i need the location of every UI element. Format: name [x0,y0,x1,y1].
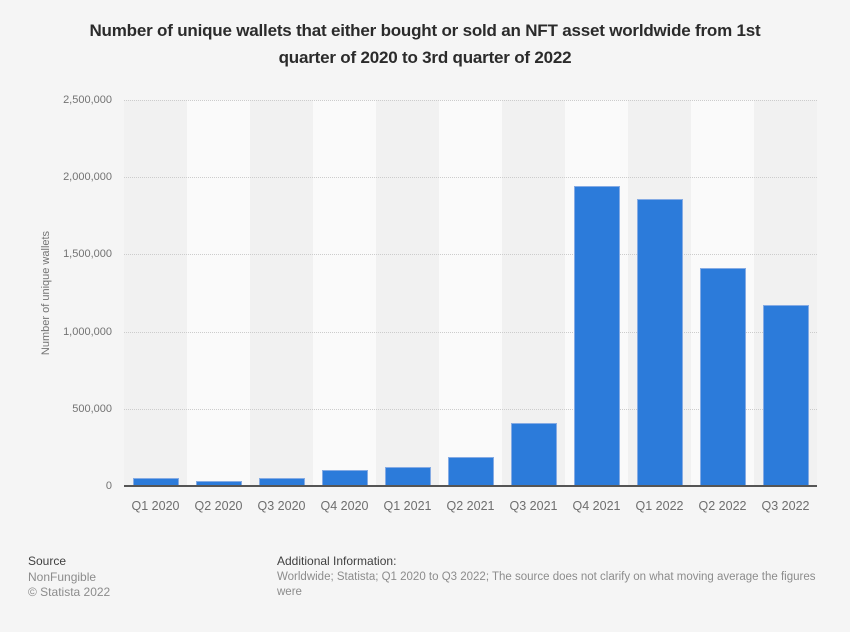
x-axis-label: Q1 2020 [131,499,180,513]
y-axis-tick-label: 500,000 [72,402,112,415]
plot-column-band [502,100,565,486]
source-label: Source [28,554,67,568]
chart-title-line-1: Number of unique wallets that either bou… [89,21,761,40]
gridline [124,177,817,179]
bar-q2-2021 [447,457,494,486]
source-block: Source NonFungible © Statista 2022 [28,554,110,599]
additional-info-block: Additional Information: Worldwide; Stati… [277,554,822,599]
additional-info-label: Additional Information: [277,554,397,568]
bar-q1-2021 [384,467,431,486]
bar-q3-2020 [258,478,305,486]
bar-q4-2020 [321,470,368,486]
plot-column-band [250,100,313,486]
x-axis-label: Q4 2021 [572,499,621,513]
chart-title-line-2: quarter of 2020 to 3rd quarter of 2022 [278,48,572,67]
y-axis-tick-label: 2,500,000 [63,94,112,106]
x-axis-label: Q2 2022 [698,499,747,513]
plot-column-band [124,100,187,486]
plot-column-band [439,100,502,486]
plot-area [124,100,817,486]
gridline [124,331,817,333]
y-axis-tick-label: 0 [105,480,112,492]
x-axis-label: Q3 2022 [761,499,810,513]
x-axis-label: Q1 2022 [635,499,684,513]
plot-column-band [313,100,376,486]
x-axis-label: Q3 2020 [257,499,306,513]
x-axis-line [124,485,817,487]
bar-q3-2022 [762,305,809,486]
additional-info-text: Worldwide; Statista; Q1 2020 to Q3 2022;… [277,571,816,598]
gridline [124,408,817,410]
x-axis-label: Q3 2021 [509,499,558,513]
bar-q3-2021 [510,423,557,486]
gridline [124,100,817,101]
bar-q2-2022 [699,268,746,486]
y-axis-tick-label: 1,500,000 [63,248,112,261]
bar-q4-2021 [573,186,620,486]
plot-column-band [376,100,439,486]
y-axis-tick-label: 2,000,000 [63,171,112,184]
chart-title: Number of unique wallets that either bou… [25,17,825,71]
plot-column-band [187,100,250,486]
x-axis-label: Q2 2021 [446,499,495,513]
x-axis-label: Q2 2020 [194,499,243,513]
y-axis-tick-label: 1,000,000 [63,325,112,338]
bar-q1-2020 [132,478,179,486]
copyright-notice: © Statista 2022 [28,584,111,599]
bar-q1-2022 [636,199,683,486]
source-name: NonFungible [28,570,97,584]
x-axis-label: Q1 2021 [383,499,432,513]
bar-q2-2020 [195,481,242,486]
x-axis-label: Q4 2020 [320,499,369,513]
gridline [124,254,817,256]
